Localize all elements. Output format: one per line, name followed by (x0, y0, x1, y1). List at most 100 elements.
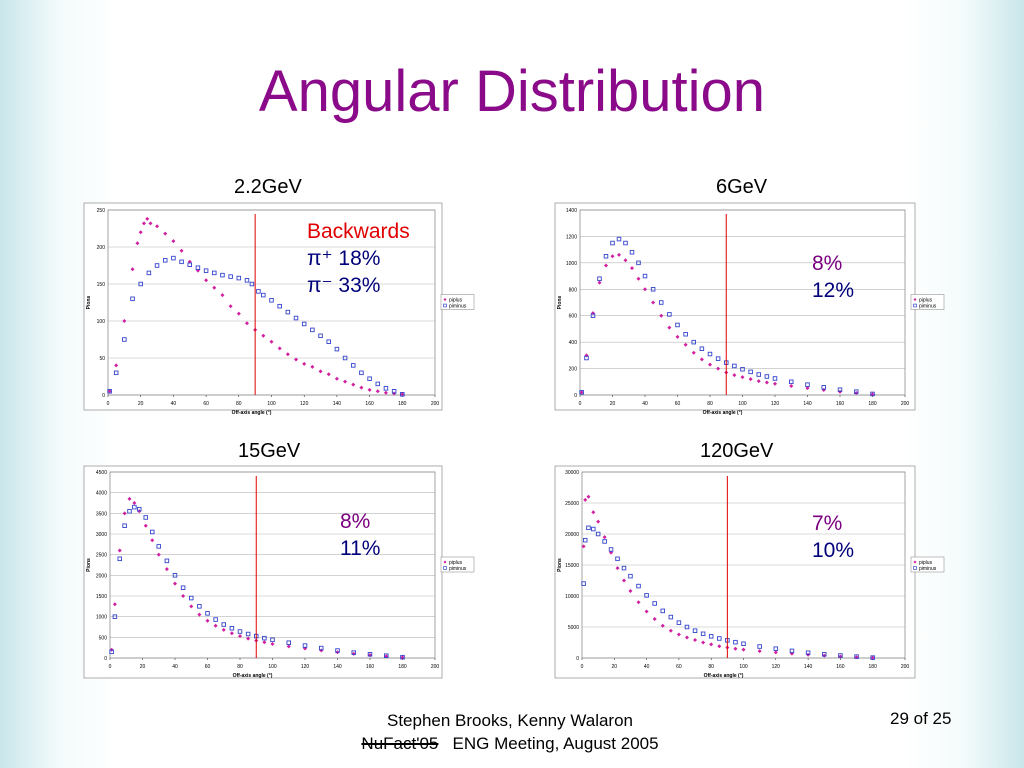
data-point-piminus (610, 240, 615, 246)
annotation-3-line-2: 11% (340, 537, 381, 560)
data-point-piminus (870, 655, 875, 660)
data-point-piplus (238, 634, 242, 639)
data-point-piminus (197, 604, 202, 609)
annotation-1-line-1: Backwards (307, 220, 410, 243)
y-tick-label: 0 (102, 393, 105, 399)
data-point-piminus (249, 281, 255, 287)
x-tick-label: 60 (675, 401, 681, 407)
data-point-piplus (596, 519, 601, 524)
y-tick-label: 15000 (565, 563, 579, 569)
data-point-piplus (367, 387, 372, 392)
data-point-piminus (764, 374, 770, 379)
x-tick-label: 120 (301, 664, 310, 670)
data-point-piminus (650, 287, 656, 292)
data-point-piminus (854, 389, 859, 394)
y-tick-label: 500 (99, 635, 108, 641)
x-tick-label: 40 (172, 664, 178, 670)
data-point-piplus (636, 276, 641, 281)
data-point-piplus (716, 366, 721, 371)
data-point-piminus (180, 585, 186, 590)
data-point-piplus (171, 239, 176, 244)
data-point-piplus (643, 287, 647, 292)
data-point-piplus (684, 635, 689, 640)
panel-title-1: 2.2GeV (234, 176, 302, 198)
data-point-piplus (318, 369, 323, 374)
y-tick-label: 400 (569, 340, 578, 346)
annotation-4: 7% 10% (812, 510, 854, 564)
data-point-piminus (683, 331, 688, 337)
data-point-piplus (163, 231, 168, 236)
data-point-piplus (870, 655, 875, 660)
data-point-piplus (732, 373, 737, 378)
data-point-piplus (246, 636, 251, 641)
y-tick-label: 10000 (565, 594, 579, 600)
data-point-piminus (143, 515, 148, 520)
y-tick-label: 250 (97, 208, 106, 214)
data-point-piminus (636, 260, 641, 266)
y-tick-label: 2500 (96, 553, 107, 559)
data-point-piminus (138, 281, 143, 287)
x-tick-label: 160 (836, 664, 845, 670)
y-tick-label: 2000 (96, 573, 107, 579)
data-point-piplus (143, 523, 148, 528)
data-point-piplus (302, 361, 307, 366)
data-point-piplus (122, 511, 127, 516)
data-point-piminus (127, 509, 132, 514)
legend-label-piplus: piplus (919, 560, 933, 566)
data-point-piminus (644, 593, 649, 598)
x-tick-label: 180 (869, 664, 878, 670)
data-point-piplus (659, 313, 664, 318)
data-point-piminus (262, 635, 267, 641)
data-point-piminus (691, 339, 697, 345)
data-point-piminus (757, 644, 762, 649)
data-point-piplus (294, 357, 299, 362)
x-tick-label: 80 (237, 664, 243, 670)
x-tick-label: 140 (804, 664, 813, 670)
x-tick-label: 80 (707, 401, 713, 407)
legend-label-piminus: piminus (449, 303, 467, 309)
footer-meeting-line: NuFact'05 ENG Meeting, August 2005 (300, 732, 720, 755)
data-point-piminus (636, 583, 641, 589)
data-point-piminus (717, 636, 722, 641)
data-point-piminus (270, 637, 275, 643)
data-point-piminus (699, 346, 705, 352)
data-point-piplus (652, 616, 657, 621)
data-point-piplus (285, 352, 290, 357)
data-point-piminus (733, 639, 738, 645)
data-point-piminus (334, 346, 340, 352)
data-point-piplus (383, 390, 388, 395)
data-point-piminus (708, 634, 714, 639)
data-point-piminus (244, 278, 250, 283)
data-point-piminus (586, 525, 591, 531)
x-axis-label: Off-axis angle (°) (703, 410, 743, 416)
annotation-4-line-2: 10% (812, 539, 855, 562)
data-point-piminus (187, 262, 192, 268)
data-point-piminus (400, 654, 405, 660)
panel-title-3: 15GeV (238, 440, 301, 462)
data-point-piplus (212, 285, 217, 290)
data-point-piminus (220, 272, 225, 278)
data-point-piminus (595, 531, 601, 537)
data-point-piminus (707, 351, 713, 357)
data-point-piminus (805, 382, 810, 387)
data-point-piplus (122, 319, 127, 323)
plot-area (581, 471, 906, 659)
data-point-piminus (675, 322, 680, 328)
chart-frame (554, 465, 916, 679)
x-tick-label: 200 (431, 664, 440, 670)
data-point-piminus (269, 298, 274, 303)
data-point-piplus (660, 623, 665, 628)
data-point-piminus (667, 312, 672, 317)
data-point-piplus (135, 241, 140, 246)
data-point-piminus (154, 263, 160, 268)
legend-marker-piminus (913, 303, 917, 308)
data-point-piplus (130, 267, 135, 272)
data-point-piminus (136, 506, 142, 512)
annotation-4-line-1: 7% (812, 512, 843, 535)
data-point-piminus (107, 389, 112, 394)
data-point-piplus (277, 346, 282, 351)
legend-label-piplus: piplus (449, 297, 463, 303)
data-point-piminus (740, 366, 745, 372)
data-point-piplus (213, 623, 218, 628)
